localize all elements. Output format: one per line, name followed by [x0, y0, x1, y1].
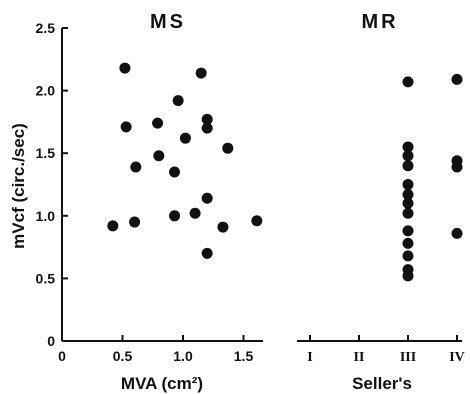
mr-data-point: [402, 270, 414, 282]
y-axis-label: mVcf (circ./sec): [9, 123, 28, 249]
mr-data-point: [402, 207, 414, 219]
ms-points: [107, 62, 263, 259]
ms-data-point: [201, 247, 213, 259]
ms-data-point: [251, 215, 263, 227]
mr-data-point: [402, 237, 414, 249]
mr-x-tick-label: II: [354, 350, 365, 365]
x-tick-label: 0.5: [113, 348, 133, 364]
mr-data-point: [402, 141, 414, 153]
mr-x-label: Seller's: [352, 374, 412, 393]
y-tick-label: 0.5: [36, 270, 56, 286]
ms-x-label: MVA (cm²): [121, 374, 203, 393]
ms-y-ticks: 0 0.5 1.0 1.5 2.0 2.5: [36, 20, 68, 349]
mr-data-point: [402, 150, 414, 162]
mr-x-tick-label: III: [400, 350, 416, 365]
mr-data-point: [402, 160, 414, 172]
ms-data-point: [130, 161, 142, 173]
ms-title: MS: [150, 11, 186, 33]
y-tick-label: 2.0: [36, 83, 56, 99]
x-tick-label: 0: [58, 348, 66, 364]
ms-data-point: [195, 67, 207, 79]
mr-data-point: [402, 189, 414, 201]
ms-data-point: [179, 132, 191, 144]
mr-panel: MR I II III IV Seller's: [297, 11, 465, 393]
mr-data-point: [402, 197, 414, 209]
ms-data-point: [217, 221, 229, 233]
mr-x-ticks: I II III IV: [307, 335, 465, 365]
y-tick-label: 0: [47, 333, 55, 349]
mr-data-point: [402, 179, 414, 190]
ms-data-point: [153, 150, 165, 162]
y-tick-label: 2.5: [36, 20, 56, 36]
y-tick-label: 1.0: [36, 208, 56, 224]
ms-panel: MS 0 0.5 1.0 1.5 0 0.5 1.0 1.5 2.0 2.5 MVA (cm²): [36, 11, 263, 393]
ms-data-point: [189, 207, 201, 219]
mr-points: [402, 73, 463, 282]
ms-data-point: [107, 220, 119, 232]
ms-data-point: [129, 216, 141, 228]
y-tick-label: 1.5: [36, 145, 56, 161]
mr-data-point: [451, 161, 463, 173]
ms-data-point: [222, 142, 234, 154]
ms-data-point: [201, 122, 213, 134]
mr-title: MR: [361, 11, 398, 33]
ms-data-point: [201, 192, 213, 204]
x-tick-label: 1.5: [234, 348, 254, 364]
mr-data-point: [451, 227, 463, 239]
mr-data-point: [451, 73, 463, 85]
ms-data-point: [119, 62, 131, 74]
ms-data-point: [172, 95, 184, 107]
mr-x-tick-label: IV: [449, 350, 465, 365]
mr-data-point: [402, 225, 414, 237]
ms-data-point: [169, 210, 181, 222]
mr-data-point: [402, 76, 414, 88]
mr-x-tick-label: I: [307, 350, 312, 365]
ms-data-point: [169, 166, 181, 178]
x-tick-label: 1.0: [173, 348, 193, 364]
ms-data-point: [120, 121, 132, 133]
mr-data-point: [402, 250, 414, 262]
ms-data-point: [201, 113, 213, 125]
ms-data-point: [152, 117, 164, 129]
ms-x-ticks: 0 0.5 1.0 1.5: [58, 335, 253, 364]
